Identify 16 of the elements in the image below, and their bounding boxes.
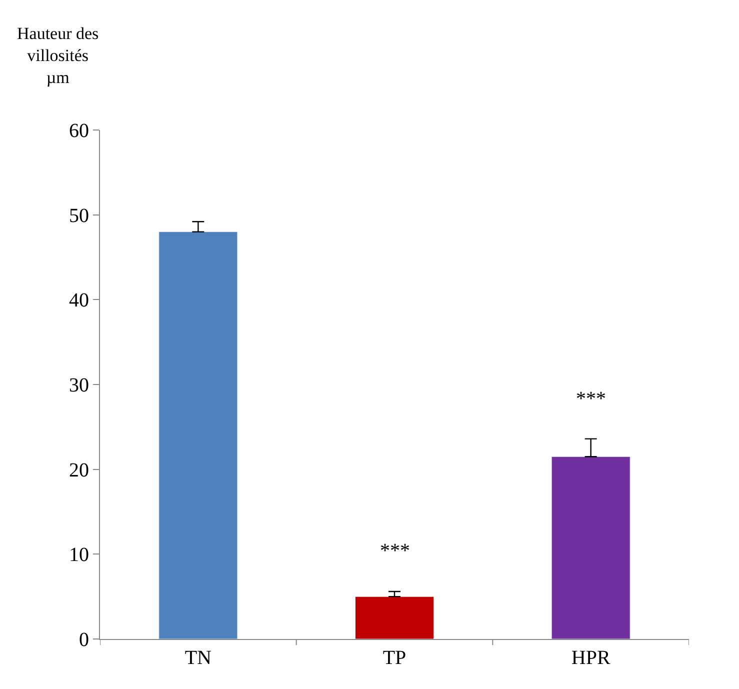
y-tick-label: 20	[69, 459, 89, 482]
x-tick-label: HPR	[571, 647, 611, 669]
y-tick-label: 30	[69, 374, 89, 396]
y-tick-label: 50	[69, 204, 89, 227]
y-tick-label: 40	[69, 290, 89, 312]
y-tick-label: 10	[69, 544, 89, 566]
y-axis-title: Hauteur des villosités µm	[17, 24, 99, 88]
bar	[354, 596, 434, 639]
annotation: ***	[380, 540, 410, 562]
x-tick-label: TN	[184, 647, 212, 669]
y-tick-label: 60	[69, 120, 89, 142]
y-tick-label: 0	[79, 629, 89, 651]
bar	[158, 232, 238, 639]
bar	[551, 456, 630, 639]
annotation: ***	[576, 388, 606, 410]
x-tick-label: TP	[382, 647, 406, 669]
